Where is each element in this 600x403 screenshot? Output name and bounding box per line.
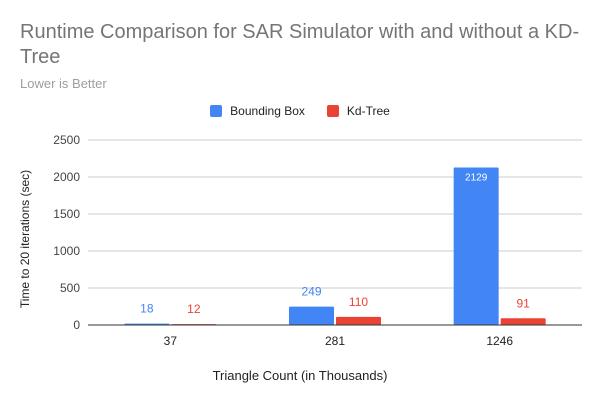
bar [336, 316, 381, 325]
y-tick-label: 500 [60, 281, 80, 295]
legend-label-kd-tree: Kd-Tree [346, 104, 390, 118]
bar [289, 306, 334, 325]
legend-swatch-kd-tree [326, 105, 339, 117]
data-label: 91 [516, 296, 530, 310]
data-label: 18 [140, 302, 154, 316]
bar [453, 167, 499, 325]
x-tick-label: 37 [164, 334, 178, 348]
legend-item-kd-tree: Kd-Tree [326, 104, 390, 118]
y-tick-label: 2000 [53, 170, 80, 184]
data-label: 2129 [465, 172, 488, 183]
y-tick-label: 1500 [53, 207, 80, 221]
legend: Bounding Box Kd-Tree [0, 104, 600, 118]
y-axis-label: Time to 20 iterations (sec) [18, 169, 32, 309]
legend-label-bounding-box: Bounding Box [230, 104, 305, 118]
data-label: 110 [349, 295, 368, 309]
data-label: 12 [187, 302, 201, 316]
data-label: 249 [301, 285, 321, 299]
y-tick-label: 1000 [53, 244, 80, 258]
x-axis-label: Triangle Count (in Thousands) [212, 368, 388, 383]
bar [500, 318, 546, 325]
x-tick-label: 281 [325, 334, 345, 348]
chart-title: Runtime Comparison for SAR Simulator wit… [20, 21, 580, 68]
y-tick-label: 0 [73, 318, 80, 332]
legend-swatch-bounding-box [210, 105, 223, 117]
y-tick-label: 2500 [53, 133, 80, 147]
x-tick-label: 1246 [486, 334, 513, 348]
chart-subtitle: Lower is Better [20, 76, 107, 91]
legend-item-bounding-box: Bounding Box [210, 104, 305, 118]
